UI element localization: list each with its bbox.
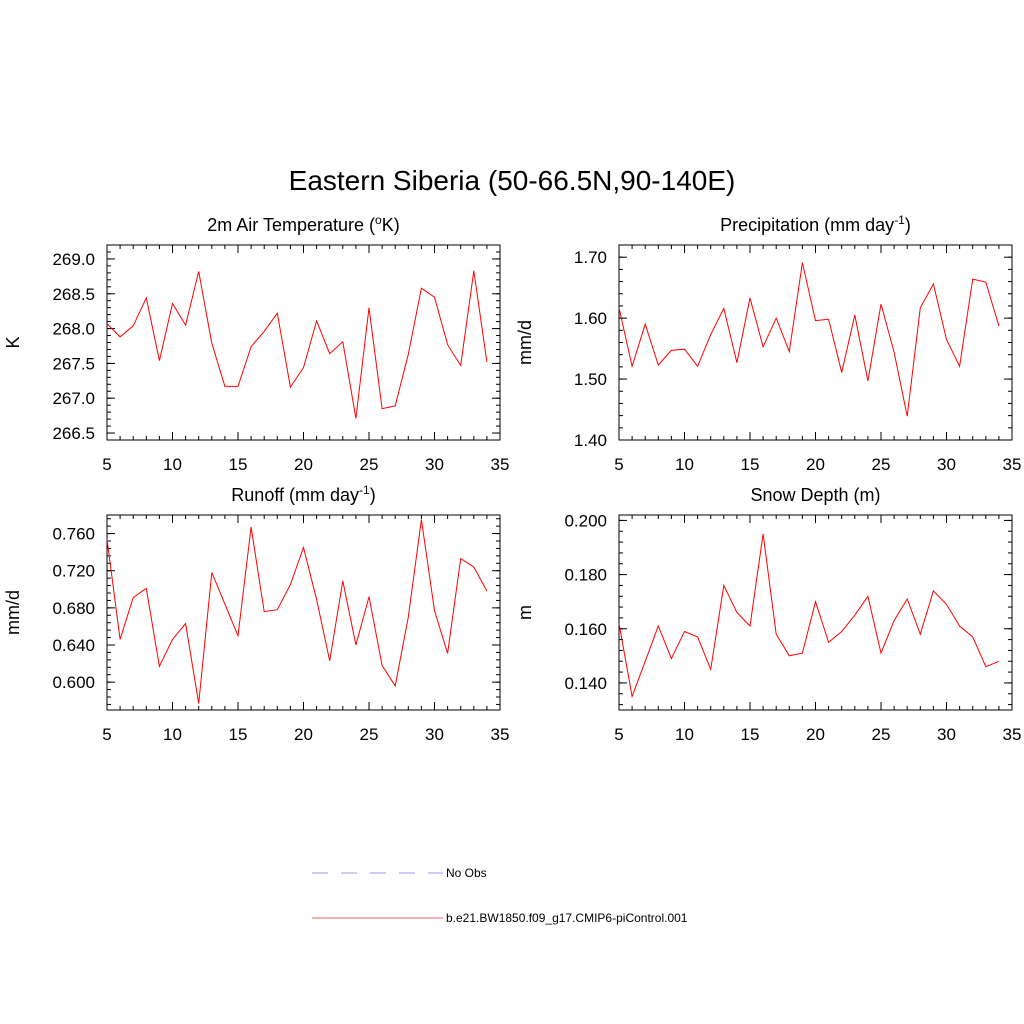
plot-frame [618,244,1013,441]
x-tick-label: 30 [425,455,444,474]
x-tick-label: 15 [229,725,248,744]
x-tick-label: 35 [491,455,510,474]
y-axis-label: m [515,605,535,620]
panel-title: Precipitation (mm day-1) [720,213,911,235]
y-tick-label: 267.0 [52,389,95,408]
x-tick-label: 25 [872,455,891,474]
panel-title: Runoff (mm day-1) [231,483,375,505]
x-tick-label: 5 [614,725,623,744]
x-tick-label: 30 [937,455,956,474]
x-tick-label: 35 [491,725,510,744]
x-tick-label: 10 [675,455,694,474]
y-tick-label: 1.70 [574,248,607,267]
x-tick-label: 20 [294,455,313,474]
legend-label-model: b.e21.BW1850.f09_g17.CMIP6-piControl.001 [446,911,688,925]
y-tick-label: 0.760 [52,525,95,544]
y-tick-label: 0.160 [564,620,607,639]
panel-4: Snow Depth (m) m 5 10 15 20 25 30 35 0.140 0.160 0.… [515,485,1021,744]
x-tick-label: 15 [741,725,760,744]
x-tick-label: 35 [1003,725,1022,744]
legend-label-no-obs: No Obs [446,866,487,880]
y-tick-label: 0.180 [564,566,607,585]
y-tick-label: 268.0 [52,320,95,339]
y-tick-label: 0.680 [52,599,95,618]
x-tick-label: 30 [425,725,444,744]
y-tick-label: 1.60 [574,309,607,328]
y-tick-label: 266.5 [52,424,95,443]
y-tick-label: 0.200 [564,511,607,530]
legend: No Obs b.e21.BW1850.f09_g17.CMIP6-piCont… [312,866,688,925]
x-tick-label: 20 [806,725,825,744]
x-tick-label: 35 [1003,455,1022,474]
x-tick-label: 15 [229,455,248,474]
y-tick-label: 267.5 [52,354,95,373]
series-line [106,270,488,419]
y-axis-label: mm/d [515,320,535,365]
figure-title: Eastern Siberia (50-66.5N,90-140E) [289,165,736,196]
x-tick-label: 5 [102,455,111,474]
panel-title: 2m Air Temperature (oK) [207,213,399,235]
plot-frame [106,244,501,441]
y-tick-label: 268.5 [52,285,95,304]
y-tick-label: 1.50 [574,370,607,389]
x-tick-label: 5 [614,455,623,474]
x-tick-label: 10 [163,725,182,744]
y-tick-label: 1.40 [574,431,607,450]
y-tick-label: 0.140 [564,674,607,693]
x-tick-label: 10 [675,725,694,744]
panel-title: Snow Depth (m) [750,485,880,505]
x-tick-label: 20 [294,725,313,744]
series-line [618,533,1000,699]
series-line [106,519,488,704]
x-tick-label: 10 [163,455,182,474]
plot-frame [106,514,501,711]
y-tick-label: 0.640 [52,636,95,655]
x-tick-label: 25 [872,725,891,744]
panel-2: Precipitation (mm day-1) mm/d 5 10 15 20 25 30 3… [515,213,1021,474]
y-axis-label: mm/d [3,590,23,635]
panel-1: 2m Air Temperature (oK) K 5 10 15 20 25 30 35 266… [3,213,509,474]
x-tick-label: 5 [102,725,111,744]
panel-3: Runoff (mm day-1) mm/d 5 10 15 20 25 30 35 0.600 0… [3,483,509,744]
y-tick-label: 0.720 [52,562,95,581]
y-tick-label: 0.600 [52,673,95,692]
x-tick-label: 25 [360,455,379,474]
x-tick-label: 25 [360,725,379,744]
y-tick-label: 269.0 [52,250,95,269]
plot-frame [618,514,1013,711]
x-tick-label: 15 [741,455,760,474]
series-line [618,262,1000,417]
y-axis-label: K [3,336,23,348]
x-tick-label: 20 [806,455,825,474]
x-tick-label: 30 [937,725,956,744]
